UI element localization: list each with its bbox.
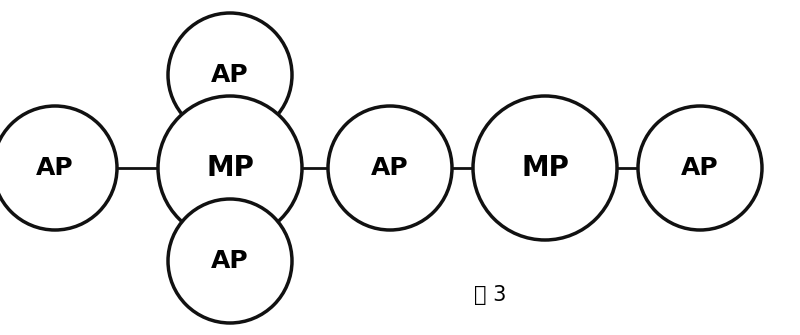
Ellipse shape [328, 106, 452, 230]
Text: AP: AP [211, 63, 249, 87]
Text: MP: MP [521, 154, 569, 182]
Ellipse shape [473, 96, 617, 240]
Ellipse shape [0, 106, 117, 230]
Ellipse shape [158, 96, 302, 240]
Ellipse shape [168, 199, 292, 323]
Ellipse shape [638, 106, 762, 230]
Text: MP: MP [206, 154, 254, 182]
Ellipse shape [168, 13, 292, 137]
Text: AP: AP [211, 249, 249, 273]
Text: 图 3: 图 3 [474, 285, 506, 305]
Text: AP: AP [36, 156, 74, 180]
Text: AP: AP [681, 156, 719, 180]
Text: AP: AP [371, 156, 409, 180]
